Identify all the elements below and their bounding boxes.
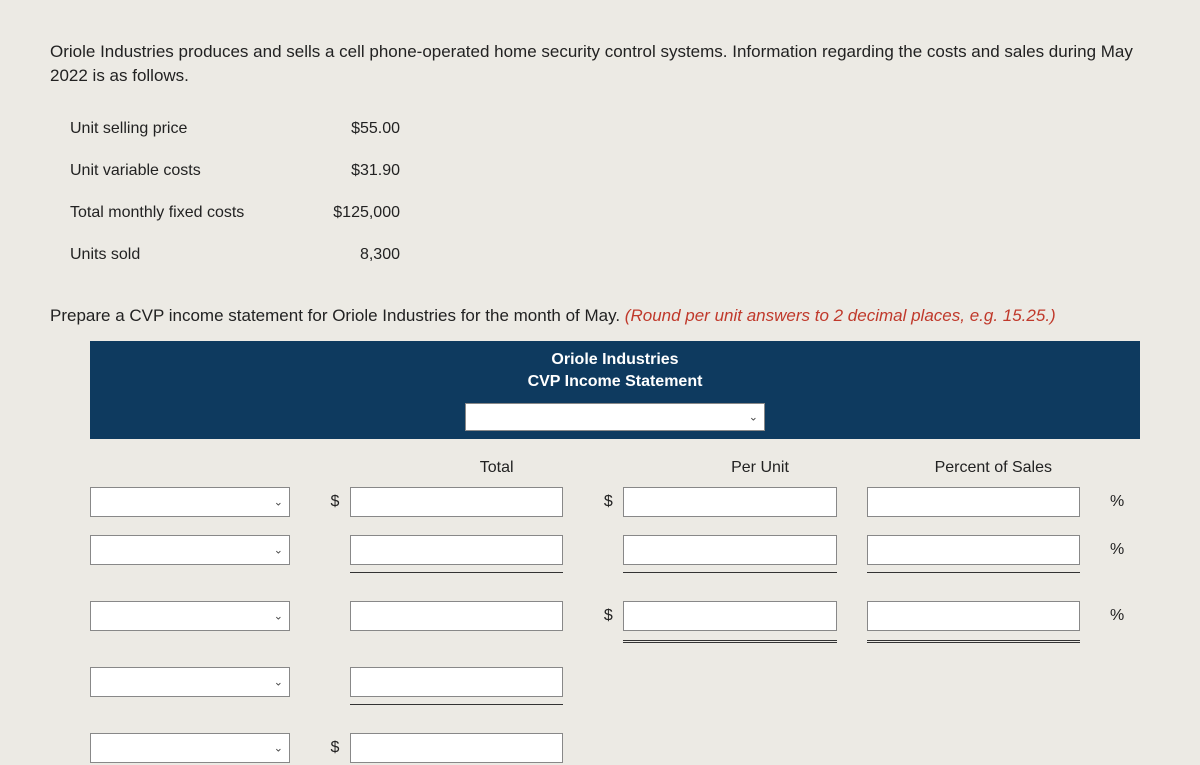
statement-title: CVP Income Statement [90,373,1140,391]
per-unit-input[interactable] [623,487,836,517]
col-header-percent: Percent of Sales [877,459,1110,477]
line-item-select[interactable]: ⌄ [90,733,290,763]
percent-input[interactable] [867,601,1080,631]
problem-prompt: Oriole Industries produces and sells a c… [50,40,1150,88]
info-value: $125,000 [300,204,400,222]
col-header-total: Total [380,459,613,477]
info-row: Unit selling price $55.00 [70,108,1150,150]
given-info-table: Unit selling price $55.00 Unit variable … [70,108,1150,276]
per-unit-input[interactable] [623,601,836,631]
statement-company: Oriole Industries [90,351,1140,369]
chevron-down-icon: ⌄ [274,741,283,754]
percent-sign: % [1110,607,1140,625]
column-headers: Total Per Unit Percent of Sales [90,439,1140,487]
period-select-row: ⌄ [90,403,1140,439]
info-row: Total monthly fixed costs $125,000 [70,192,1150,234]
info-row: Units sold 8,300 [70,234,1150,276]
info-label: Unit selling price [70,120,300,138]
percent-input[interactable] [867,535,1080,565]
statement-row: ⌄ % [90,535,1140,565]
instruction-text: Prepare a CVP income statement for Oriol… [50,306,1150,326]
instruction-main: Prepare a CVP income statement for Oriol… [50,306,625,325]
percent-sign: % [1110,541,1140,559]
line-item-select[interactable]: ⌄ [90,535,290,565]
info-row: Unit variable costs $31.90 [70,150,1150,192]
total-input[interactable] [350,601,563,631]
dollar-sign: $ [593,607,623,625]
info-value: $31.90 [300,162,400,180]
cvp-statement: Oriole Industries CVP Income Statement ⌄… [90,341,1140,763]
total-input[interactable] [350,667,563,697]
percent-sign: % [1110,493,1140,511]
chevron-down-icon: ⌄ [274,495,283,508]
col-header-per-unit: Per Unit [643,459,876,477]
dollar-sign: $ [593,493,623,511]
info-value: 8,300 [300,246,400,264]
statement-row: ⌄ $ % [90,601,1140,631]
chevron-down-icon: ⌄ [274,609,283,622]
dollar-sign: $ [320,739,350,757]
period-select[interactable]: ⌄ [465,403,765,431]
chevron-down-icon: ⌄ [274,543,283,556]
chevron-down-icon: ⌄ [274,675,283,688]
info-label: Total monthly fixed costs [70,204,300,222]
statement-header: Oriole Industries CVP Income Statement [90,341,1140,403]
total-input[interactable] [350,535,563,565]
dollar-sign: $ [320,493,350,511]
percent-input[interactable] [867,487,1080,517]
info-label: Unit variable costs [70,162,300,180]
total-input[interactable] [350,487,563,517]
instruction-hint: (Round per unit answers to 2 decimal pla… [625,306,1056,325]
per-unit-input[interactable] [623,535,836,565]
line-item-select[interactable]: ⌄ [90,487,290,517]
statement-row: ⌄ $ $ % [90,487,1140,517]
info-label: Units sold [70,246,300,264]
statement-row: ⌄ $ [90,733,1140,763]
chevron-down-icon: ⌄ [749,410,758,423]
statement-row: ⌄ [90,667,1140,697]
line-item-select[interactable]: ⌄ [90,601,290,631]
statement-rows: ⌄ $ $ % ⌄ % [90,487,1140,763]
info-value: $55.00 [300,120,400,138]
total-input[interactable] [350,733,563,763]
line-item-select[interactable]: ⌄ [90,667,290,697]
